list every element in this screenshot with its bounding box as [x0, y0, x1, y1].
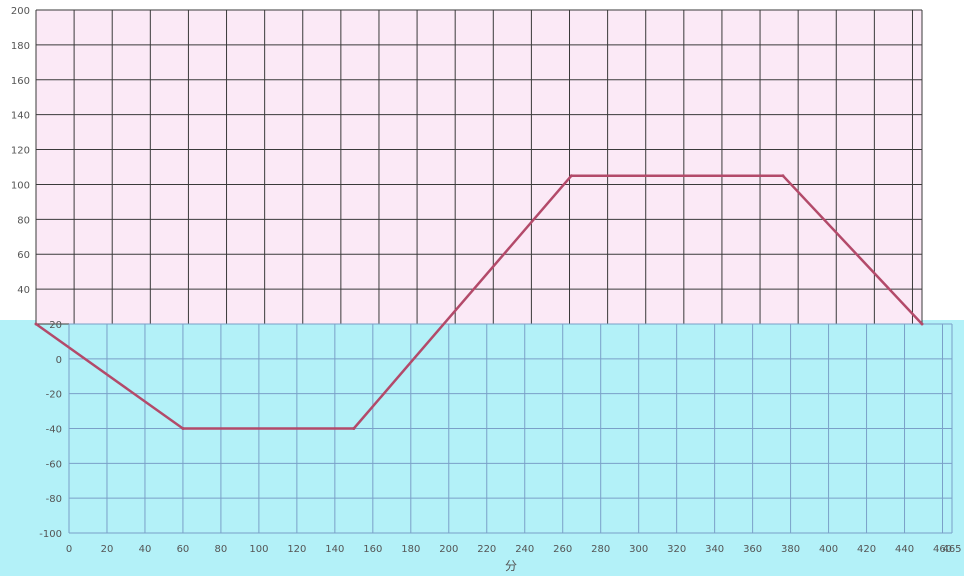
y-tick-label: 60 [17, 250, 30, 261]
series-line [35, 174, 923, 430]
x-tick-label: 20 [101, 544, 114, 555]
x-axis-label: 分 [505, 559, 517, 573]
y-tick-label: 20 [49, 320, 62, 331]
x-tick-label: 300 [629, 544, 648, 555]
series-point [352, 427, 356, 430]
x-tick-label: 380 [781, 544, 800, 555]
y-tick-label: 120 [11, 146, 30, 157]
series-point [781, 174, 785, 178]
x-tick-label: 140 [325, 544, 344, 555]
x-tick-label: 280 [591, 544, 610, 555]
y-tick-label: 100 [11, 180, 30, 191]
upper-plot-area [36, 10, 922, 324]
x-tick-label: 220 [477, 544, 496, 555]
x-tick-label: 460 [933, 544, 952, 555]
x-tick-label: 360 [743, 544, 762, 555]
y-tick-label: -60 [46, 459, 62, 470]
x-tick-label: 465 [942, 544, 961, 555]
series-point [34, 322, 38, 326]
x-tick-label: 400 [819, 544, 838, 555]
x-tick-label: 100 [249, 544, 268, 555]
x-tick-label: 240 [515, 544, 534, 555]
y-tick-label: 0 [56, 355, 62, 366]
x-tick-label: 0 [66, 544, 72, 555]
x-tick-label: 40 [139, 544, 152, 555]
x-tick-label: 440 [895, 544, 914, 555]
x-tick-label: 320 [667, 544, 686, 555]
y-tick-label: 200 [11, 6, 30, 17]
y-tick-label: 140 [11, 111, 30, 122]
series-layer [34, 174, 924, 430]
y-tick-label: -100 [39, 529, 62, 540]
x-tick-label: 340 [705, 544, 724, 555]
y-axis-tick-labels: -100 -80 -60 -40 -20 0 20 40 60 80 100 120 140 160 180… [11, 6, 62, 540]
y-tick-label: -40 [46, 425, 62, 436]
y-tick-label: 180 [11, 41, 30, 52]
y-tick-label: -80 [46, 494, 62, 505]
x-tick-label: 160 [363, 544, 382, 555]
y-tick-label: 40 [17, 285, 30, 296]
y-tick-label: -20 [46, 390, 62, 401]
series-point [920, 322, 924, 326]
series-point [569, 174, 573, 178]
x-tick-label: 200 [439, 544, 458, 555]
x-tick-label: 180 [401, 544, 420, 555]
y-tick-label: 80 [17, 215, 30, 226]
x-tick-label: 260 [553, 544, 572, 555]
x-axis-tick-labels: 0 20 40 60 80 100 120 140 160 180 200 220 240 260 280 3… [66, 544, 962, 555]
x-tick-label: 120 [287, 544, 306, 555]
series-point [181, 427, 185, 430]
x-tick-label: 60 [177, 544, 190, 555]
grid [35, 9, 953, 534]
y-tick-label: 160 [11, 76, 30, 87]
x-tick-label: 420 [857, 544, 876, 555]
x-tick-label: 80 [215, 544, 228, 555]
